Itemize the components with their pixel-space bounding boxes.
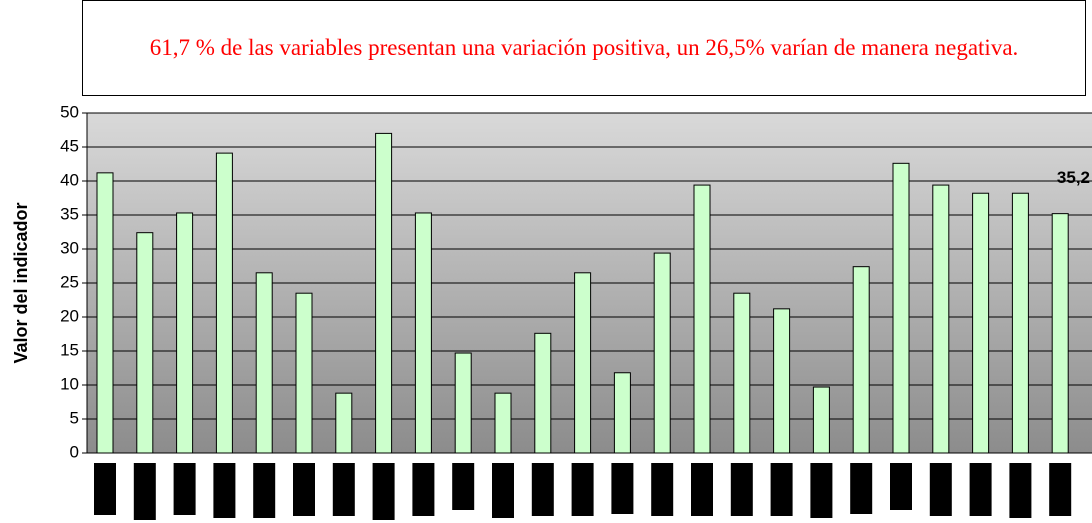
- redacted-label: [332, 463, 355, 516]
- redacted-label: [691, 463, 713, 516]
- redacted-label: [293, 463, 315, 516]
- redacted-label: [531, 463, 554, 516]
- redacted-label: [890, 463, 912, 510]
- redacted-label: [929, 463, 952, 516]
- bar: [972, 192, 990, 454]
- redacted-label: [372, 463, 395, 520]
- bar: [773, 308, 791, 454]
- y-tick-label: 50: [60, 102, 79, 121]
- y-tick-label: 15: [60, 340, 79, 359]
- bar: [176, 212, 194, 454]
- redacted-label: [770, 463, 793, 516]
- redacted-label: [412, 463, 435, 516]
- bar: [375, 132, 393, 454]
- redacted-label: [492, 463, 514, 518]
- y-tick-label: 0: [70, 442, 79, 461]
- bar: [574, 272, 592, 454]
- redacted-label: [133, 463, 156, 520]
- bar: [494, 392, 512, 454]
- bar: [852, 266, 870, 454]
- redacted-label: [253, 463, 276, 518]
- y-tick-label: 25: [60, 272, 79, 291]
- bar: [534, 332, 552, 454]
- redacted-label: [969, 463, 992, 516]
- bar: [335, 392, 353, 454]
- y-tick-label: 45: [60, 136, 79, 155]
- redacted-label: [571, 463, 594, 516]
- bar: [215, 152, 233, 454]
- y-tick-label: 5: [70, 408, 79, 427]
- redacted-label: [94, 463, 116, 515]
- redacted-label: [730, 463, 753, 516]
- bar: [812, 386, 830, 454]
- y-tick-label: 20: [60, 306, 79, 325]
- redacted-label: [810, 463, 833, 518]
- value-label: 35,2: [1057, 168, 1090, 187]
- redacted-label: [651, 463, 674, 516]
- bar: [653, 252, 671, 454]
- bar: [255, 272, 273, 454]
- bar: [414, 212, 432, 454]
- redacted-label: [452, 463, 475, 510]
- redacted-label: [850, 463, 873, 514]
- bar: [693, 184, 711, 454]
- bar: [295, 292, 313, 454]
- y-axis-label: Valor del indicador: [11, 202, 31, 363]
- bar: [932, 184, 950, 454]
- redacted-label: [213, 463, 236, 518]
- bar: [733, 292, 751, 454]
- bar: [1051, 213, 1069, 454]
- bar: [96, 172, 114, 454]
- redacted-label: [1049, 463, 1072, 516]
- bar: [454, 352, 472, 454]
- redacted-label: [1009, 463, 1032, 518]
- redacted-label: [173, 463, 196, 515]
- chart-title: 61,7 % de las variables presentan una va…: [82, 0, 1086, 96]
- bar: [1011, 192, 1029, 454]
- bar: [136, 232, 154, 454]
- bar: [892, 162, 910, 454]
- redacted-label: [611, 463, 634, 514]
- bar: [613, 372, 631, 454]
- y-tick-label: 35: [60, 204, 79, 223]
- y-tick-label: 40: [60, 170, 79, 189]
- y-tick-label: 30: [60, 238, 79, 257]
- y-tick-label: 10: [60, 374, 79, 393]
